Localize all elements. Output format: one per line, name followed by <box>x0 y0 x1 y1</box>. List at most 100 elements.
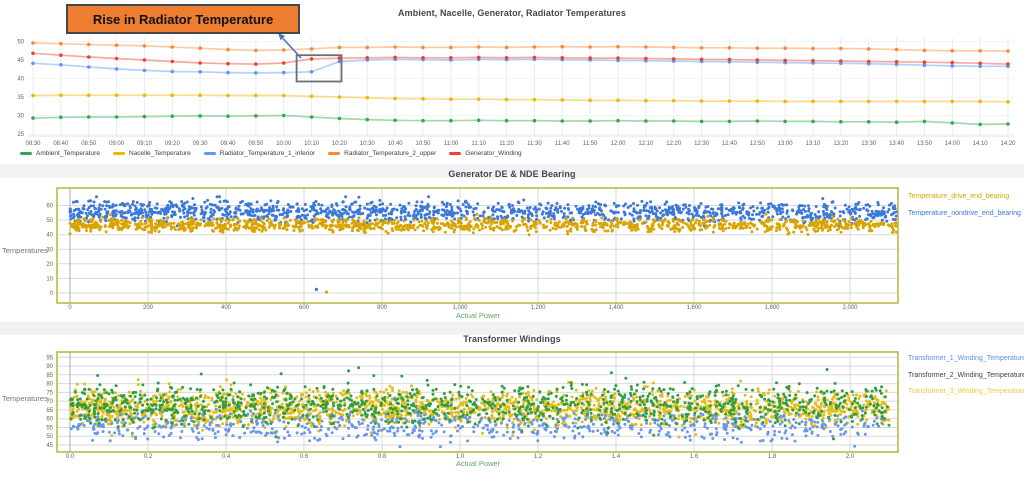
chart-title-transformer: Transformer Windings <box>463 334 561 344</box>
legend-swatch <box>328 152 341 155</box>
svg-text:11:20: 11:20 <box>499 141 514 147</box>
svg-text:12:40: 12:40 <box>722 141 738 147</box>
svg-text:0.4: 0.4 <box>222 454 231 460</box>
svg-text:13:20: 13:20 <box>833 141 849 147</box>
svg-text:45: 45 <box>46 443 53 449</box>
svg-text:11:50: 11:50 <box>583 141 598 147</box>
svg-text:14:10: 14:10 <box>973 141 989 147</box>
legend-label: Ambient_Temperature <box>36 150 100 157</box>
legend-item-Generator_Winding[interactable]: Generator_Winding <box>449 150 522 157</box>
legend-item-Temperature_nondrive_end_bearing[interactable]: Temperature_nondrive_end_bearing <box>908 209 1021 217</box>
axis-tick-labels: 08:30 08:40 08:50 09:00 09:10 09:20 09:30 09:40… <box>17 40 1016 148</box>
transformer-y-axis-label: Temperatures <box>2 394 48 403</box>
series-Transformer_2_Winding_Temperature[interactable] <box>69 366 891 441</box>
axis-tick-labels: 0.0 0.2 0.4 0.6 0.8 1.0 1.2 1.4 1.6 1.8 2.0 45 50 55 6… <box>46 355 855 460</box>
svg-text:1,600: 1,600 <box>686 305 702 311</box>
svg-text:1,000: 1,000 <box>452 305 468 311</box>
svg-text:30: 30 <box>17 114 24 120</box>
annotation-arrow <box>278 33 302 59</box>
bearing-y-axis-label: Temperatures <box>2 246 48 255</box>
svg-text:10:00: 10:00 <box>276 141 292 147</box>
svg-text:60: 60 <box>46 204 53 210</box>
svg-text:13:00: 13:00 <box>778 141 794 147</box>
svg-text:25: 25 <box>17 132 24 138</box>
svg-text:45: 45 <box>17 58 24 64</box>
chart-title-temperatures: Ambient, Nacelle, Generator, Radiator Te… <box>398 8 626 18</box>
svg-text:0.8: 0.8 <box>378 454 387 460</box>
panel-divider-2 <box>0 322 1024 335</box>
svg-text:20: 20 <box>46 262 53 268</box>
series-Ambient_Temperature[interactable] <box>31 113 1010 127</box>
svg-text:14:20: 14:20 <box>1000 141 1016 147</box>
svg-text:2,000: 2,000 <box>842 305 858 311</box>
svg-text:55: 55 <box>46 425 53 431</box>
svg-text:50: 50 <box>46 434 53 440</box>
chart-title-bearing: Generator DE & NDE Bearing <box>448 169 576 179</box>
transformer-x-axis-label: Actual Power <box>455 459 501 468</box>
legend-item-Temperature_drive_end_bearing[interactable]: Temperature_drive_end_bearing <box>908 193 1010 200</box>
svg-text:10:50: 10:50 <box>415 141 431 147</box>
legend-item-Radiator_Temperature_1_inferior[interactable]: Radiator_Temperature_1_inferior <box>203 150 315 157</box>
svg-text:11:30: 11:30 <box>527 141 542 147</box>
svg-text:13:50: 13:50 <box>917 141 933 147</box>
grid <box>57 188 898 303</box>
svg-text:08:30: 08:30 <box>25 141 41 147</box>
legend-item-Radiator_Temperature_2_upper[interactable]: Radiator_Temperature_2_upper <box>328 150 436 157</box>
legend-item-Ambient_Temperature[interactable]: Ambient_Temperature <box>20 150 100 157</box>
svg-text:60: 60 <box>46 417 53 423</box>
annotation-label: Rise in Radiator Temperature <box>92 11 274 27</box>
legend-swatch <box>449 152 462 155</box>
svg-text:11:00: 11:00 <box>444 141 459 147</box>
svg-text:09:20: 09:20 <box>165 141 181 147</box>
bearing-scatter-chart[interactable]: 0 200 400 600 800 1,000 1,200 1,400 1,600 1,800 2,… <box>0 184 1024 324</box>
transformer-scatter-chart[interactable]: 0.0 0.2 0.4 0.6 0.8 1.0 1.2 1.4 1.6 1.8 2.0 45 50 55 6… <box>0 346 1024 478</box>
svg-text:11:40: 11:40 <box>555 141 570 147</box>
svg-text:09:00: 09:00 <box>109 141 125 147</box>
temperatures-line-chart[interactable]: 08:30 08:40 08:50 09:00 09:10 09:20 09:30 09:40… <box>0 30 1024 156</box>
svg-text:50: 50 <box>17 40 24 46</box>
transformer-legend: Transformer_1_Winding_Temperature Transfo… <box>908 351 1024 401</box>
svg-text:75: 75 <box>46 390 53 396</box>
svg-text:12:20: 12:20 <box>666 141 682 147</box>
svg-text:09:40: 09:40 <box>220 141 236 147</box>
highlight-rectangle <box>295 54 343 83</box>
series-Temperature_nondrive_end_bearing[interactable] <box>68 195 899 228</box>
legend-item-Nacelle_Temperature[interactable]: Nacelle_Temperature <box>112 150 191 157</box>
svg-text:35: 35 <box>17 95 24 101</box>
svg-text:30: 30 <box>46 247 53 253</box>
grid <box>27 38 1014 137</box>
svg-text:09:30: 09:30 <box>193 141 209 147</box>
svg-text:13:30: 13:30 <box>861 141 877 147</box>
svg-text:1.8: 1.8 <box>768 454 777 460</box>
svg-text:800: 800 <box>377 305 388 311</box>
temperatures-legend: Ambient_Temperature Nacelle_Temperature Ra… <box>20 150 522 157</box>
svg-text:1.4: 1.4 <box>612 454 621 460</box>
svg-text:12:00: 12:00 <box>610 141 626 147</box>
svg-text:70: 70 <box>46 399 53 405</box>
svg-text:14:00: 14:00 <box>945 141 961 147</box>
legend-label: Radiator_Temperature_2_upper <box>344 150 437 157</box>
plot-border <box>56 187 899 304</box>
svg-text:09:10: 09:10 <box>137 141 153 147</box>
series-Temperature_drive_end_bearing[interactable] <box>68 212 899 237</box>
legend-label: Generator_Winding <box>465 150 522 157</box>
plot-border <box>56 351 899 453</box>
outlier-point[interactable] <box>314 287 319 291</box>
svg-text:40: 40 <box>46 233 53 239</box>
legend-item-Transformer_2_Winding_Temperature[interactable]: Transformer_2_Winding_Temperature <box>908 371 1024 379</box>
svg-text:11:10: 11:10 <box>471 141 486 147</box>
svg-text:12:30: 12:30 <box>694 141 710 147</box>
legend-item-Transformer_3_Winding_Temperature[interactable]: Transformer_3_Winding_Temperature <box>908 388 1024 395</box>
series-Nacelle_Temperature[interactable] <box>31 93 1010 104</box>
series-Radiator_Temperature_2_upper[interactable] <box>31 41 1010 53</box>
legend-item-Transformer_1_Winding_Temperature[interactable]: Transformer_1_Winding_Temperature <box>908 355 1024 362</box>
svg-text:50: 50 <box>46 218 53 224</box>
legend-swatch <box>203 152 216 155</box>
svg-text:13:40: 13:40 <box>889 141 905 147</box>
outlier-point[interactable] <box>325 290 329 294</box>
series-Generator_Winding[interactable] <box>31 51 1010 66</box>
svg-text:10:20: 10:20 <box>332 141 348 147</box>
svg-text:90: 90 <box>46 364 53 370</box>
svg-text:400: 400 <box>221 305 232 311</box>
